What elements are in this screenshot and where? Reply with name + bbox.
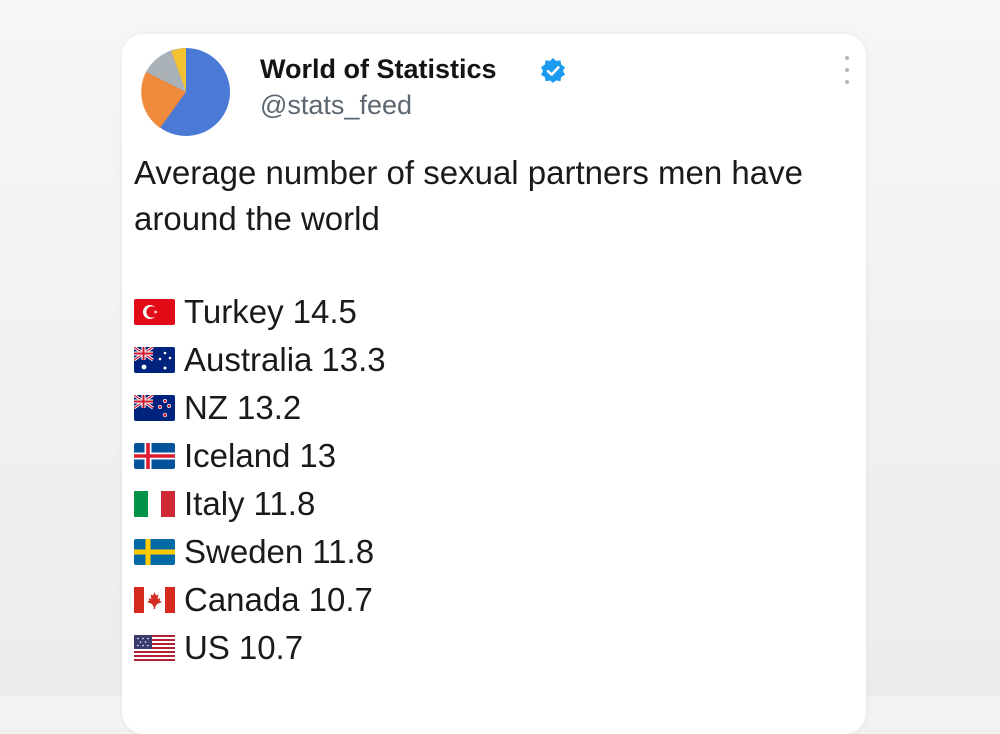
list-item: Turkey 14.5 <box>134 288 386 336</box>
stat-value: 14.5 <box>292 293 357 330</box>
list-item: Iceland 13 <box>134 432 386 480</box>
stat-value: 10.7 <box>308 581 373 618</box>
stat-value: 13.2 <box>237 389 302 426</box>
australia-flag-icon <box>134 347 175 373</box>
author-name[interactable]: World of Statistics <box>260 54 497 84</box>
list-item: US 10.7 <box>134 624 386 672</box>
stat-value: 13 <box>299 437 337 474</box>
country-name: Australia <box>184 341 313 378</box>
list-item: Australia 13.3 <box>134 336 386 384</box>
sweden-flag-icon <box>134 539 175 565</box>
more-dot <box>845 56 849 60</box>
list-item: Sweden 11.8 <box>134 528 386 576</box>
list-item: Canada 10.7 <box>134 576 386 624</box>
more-options-icon[interactable] <box>840 56 854 84</box>
country-name: Turkey <box>184 293 284 330</box>
country-name: Iceland <box>184 437 291 474</box>
new-zealand-flag-icon <box>134 395 175 421</box>
canada-flag-icon <box>134 587 175 613</box>
tweet-text: Average number of sexual partners men ha… <box>134 154 803 237</box>
tweet-card[interactable] <box>122 34 866 734</box>
list-item: NZ 13.2 <box>134 384 386 432</box>
turkey-flag-icon <box>134 299 175 325</box>
country-name: NZ <box>184 389 228 426</box>
more-dot <box>845 80 849 84</box>
country-name: Canada <box>184 581 300 618</box>
country-name: US <box>184 629 230 666</box>
us-flag-icon <box>134 635 175 661</box>
stat-value: 11.8 <box>253 485 316 522</box>
author-handle[interactable]: @stats_feed <box>260 90 412 120</box>
iceland-flag-icon <box>134 443 175 469</box>
italy-flag-icon <box>134 491 175 517</box>
more-dot <box>845 68 849 72</box>
pie-chart-avatar-icon[interactable] <box>140 46 232 138</box>
stat-value: 10.7 <box>238 629 304 666</box>
country-name: Sweden <box>184 533 304 570</box>
list-item: Italy 11.8 <box>134 480 386 528</box>
stat-value: 13.3 <box>321 341 386 378</box>
stats-list: Turkey 14.5 Australia 13.3 <box>134 288 386 672</box>
country-name: Italy <box>184 485 245 522</box>
stat-value: 11.8 <box>312 533 375 570</box>
verified-badge-icon <box>541 58 565 83</box>
